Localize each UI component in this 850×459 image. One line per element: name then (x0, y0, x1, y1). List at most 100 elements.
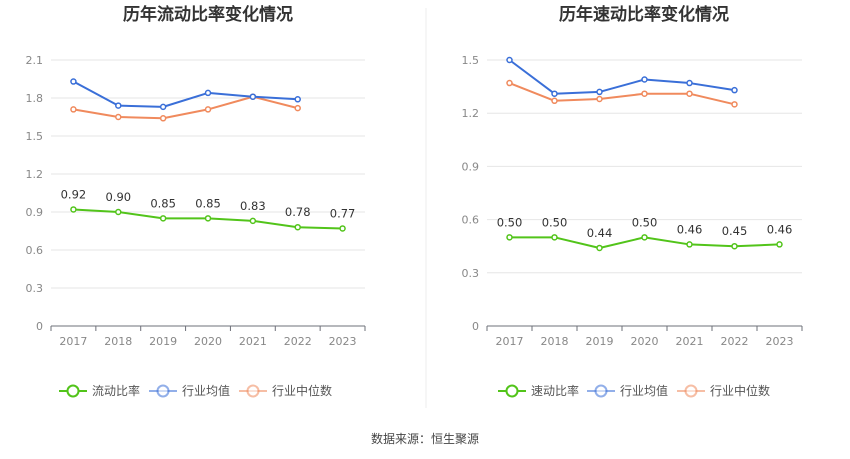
data-point (641, 234, 648, 241)
data-label: 0.78 (285, 205, 311, 219)
data-point (551, 90, 558, 97)
x-tick-label: 2020 (631, 335, 659, 348)
x-tick-label: 2017 (496, 335, 524, 348)
data-label: 0.85 (150, 196, 176, 210)
y-tick-label: 1.2 (462, 107, 480, 120)
chart-title: 历年速动比率变化情况 (559, 4, 729, 25)
data-point (249, 217, 257, 225)
data-point (506, 79, 513, 87)
data-point (506, 234, 513, 241)
y-tick-label: 1.5 (26, 130, 44, 143)
y-tick-label: 0.9 (26, 206, 44, 219)
data-point (731, 101, 738, 108)
y-tick-label: 0.3 (462, 267, 480, 280)
series-line (73, 95, 298, 120)
chart-title: 历年流动比率变化情况 (123, 4, 293, 25)
x-tick-label: 2022 (721, 335, 749, 348)
y-tick-label: 1.5 (462, 54, 480, 67)
data-source-label: 数据来源：恒生聚源 (371, 431, 479, 446)
y-tick-label: 0.6 (462, 214, 480, 227)
data-point (551, 97, 558, 105)
y-tick-label: 2.1 (26, 54, 44, 67)
data-label: 0.46 (677, 222, 703, 236)
data-label: 0.77 (330, 206, 356, 220)
data-point (731, 242, 738, 250)
data-point (596, 95, 603, 103)
legend-label: 行业均值 (182, 383, 230, 398)
legend-swatch-marker (594, 384, 608, 398)
data-point (294, 104, 301, 112)
data-point (70, 206, 77, 213)
y-tick-label: 0.3 (26, 282, 44, 295)
series-line (508, 59, 735, 95)
data-label: 0.92 (61, 187, 87, 201)
data-point (159, 115, 167, 122)
legend-label: 行业中位数 (272, 383, 332, 398)
data-point (115, 113, 122, 121)
data-point (115, 102, 122, 109)
x-tick-label: 2018 (541, 335, 569, 348)
legend-label: 行业均值 (620, 383, 668, 398)
legend-swatch-marker (505, 384, 519, 398)
quick-ratio-chart: 历年速动比率变化情况 0 0.3 0.6 0.9 1.2 1.5 2017 2018 2019 20… (462, 4, 803, 398)
data-label: 0.45 (722, 224, 748, 238)
x-tick-label: 2022 (284, 335, 312, 348)
x-tick-label: 2017 (59, 335, 87, 348)
data-label: 0.50 (497, 215, 523, 229)
data-point (159, 215, 167, 222)
data-point (294, 96, 301, 103)
data-label: 0.50 (632, 215, 658, 229)
x-tick-label: 2023 (329, 335, 357, 348)
x-tick-label: 2020 (194, 335, 222, 348)
series-line (72, 80, 298, 108)
legend-label: 速动比率 (531, 383, 579, 398)
x-tick-label: 2018 (104, 335, 132, 348)
data-point (204, 89, 212, 97)
data-point (506, 56, 513, 64)
data-point (596, 88, 603, 96)
data-point (294, 223, 301, 231)
data-point (115, 208, 122, 216)
data-point (641, 90, 648, 97)
data-label: 0.50 (542, 215, 568, 229)
data-label: 0.85 (195, 196, 221, 210)
legend-swatch-marker (156, 384, 170, 398)
data-point (339, 225, 346, 232)
series-line (509, 82, 735, 106)
data-label: 0.44 (587, 226, 613, 240)
legend-label: 行业中位数 (710, 383, 770, 398)
data-point (249, 93, 257, 100)
data-point (551, 234, 558, 241)
data-point (70, 106, 77, 113)
legend-label: 流动比率 (92, 383, 140, 398)
y-tick-label: 0.6 (26, 244, 44, 257)
data-point (641, 76, 648, 83)
legend-swatch-marker (246, 384, 260, 398)
current-ratio-chart: 历年流动比率变化情况 0 0.3 0.6 0.9 1.2 1.5 1.8 2.1 2017 2018… (26, 4, 366, 398)
data-point (686, 79, 693, 87)
y-tick-label: 0 (472, 320, 479, 333)
x-tick-label: 2019 (586, 335, 614, 348)
y-tick-label: 0.9 (462, 160, 480, 173)
data-label: 0.46 (767, 222, 793, 236)
data-point (204, 106, 212, 113)
x-tick-label: 2023 (766, 335, 794, 348)
data-point (70, 78, 77, 85)
x-tick-label: 2019 (149, 335, 177, 348)
data-point (686, 90, 693, 97)
data-label: 0.83 (240, 199, 266, 213)
data-point (159, 103, 167, 111)
data-point (596, 244, 603, 252)
data-point (204, 215, 212, 222)
y-tick-label: 0 (36, 320, 43, 333)
x-tick-label: 2021 (239, 335, 267, 348)
x-tick-label: 2021 (676, 335, 704, 348)
data-point (686, 241, 693, 248)
data-point (776, 241, 783, 248)
data-point (731, 86, 738, 94)
legend-swatch-marker (684, 384, 698, 398)
y-tick-label: 1.2 (26, 168, 44, 181)
legend-swatch-marker (66, 384, 80, 398)
data-label: 0.90 (105, 190, 131, 204)
